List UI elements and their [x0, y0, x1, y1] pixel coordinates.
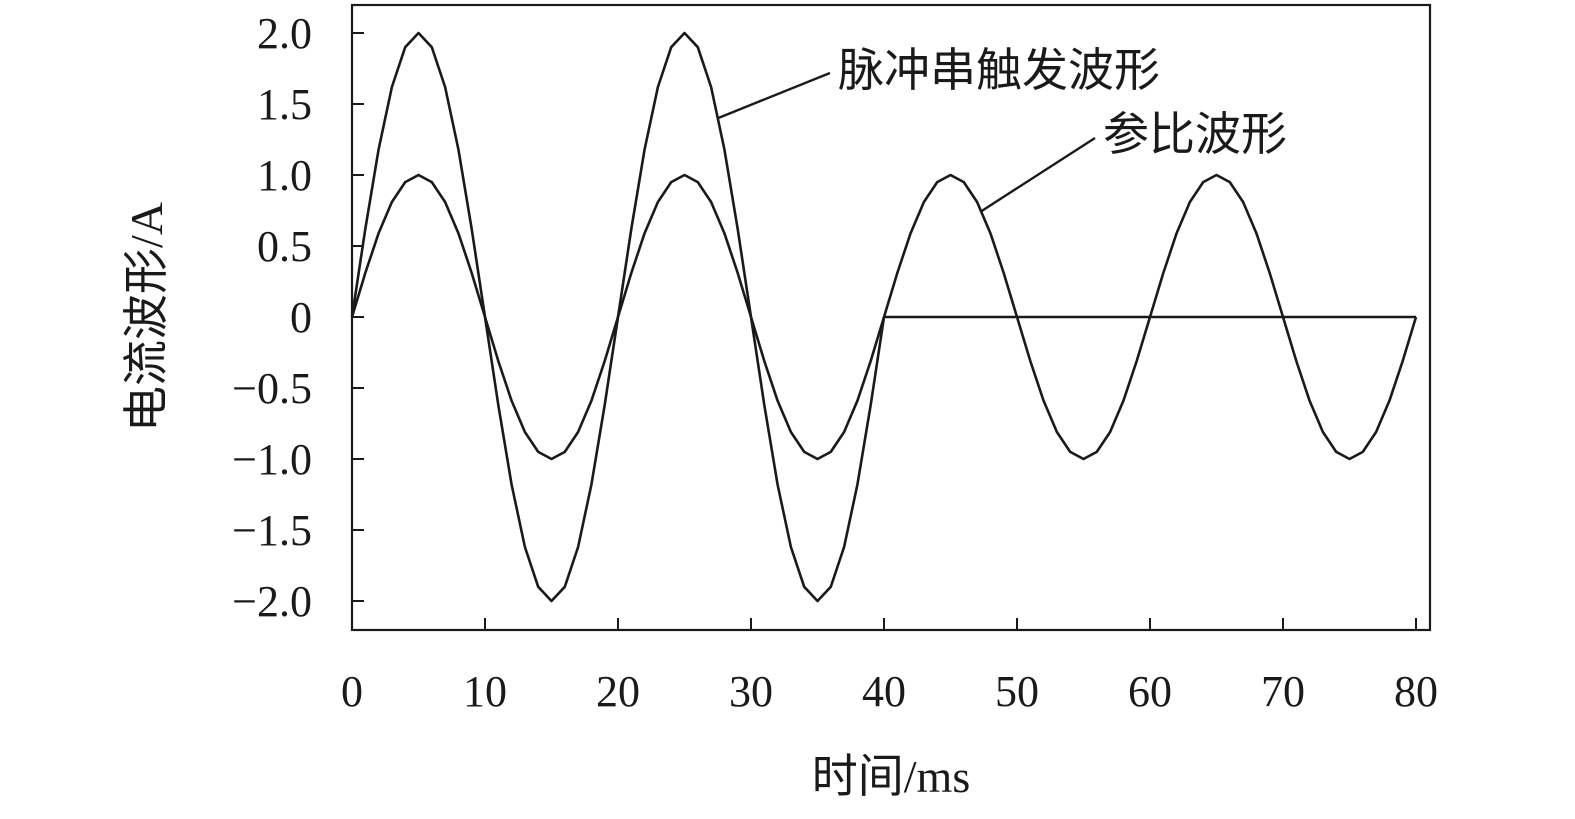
y-tick-label: −2.0: [232, 577, 312, 626]
series-layer: [350, 31, 1418, 603]
x-tick-label: 70: [1261, 667, 1305, 716]
x-tick-label: 30: [729, 667, 773, 716]
y-tick-label: 1.0: [257, 151, 312, 200]
x-tick-label: 10: [463, 667, 507, 716]
x-tick-label: 20: [596, 667, 640, 716]
y-tick-label: 0: [290, 293, 312, 342]
annotation-leader-line: [717, 71, 831, 120]
y-tick-label: −0.5: [232, 364, 312, 413]
annotation-leader-line: [980, 136, 1096, 213]
series-line-1: [350, 173, 1418, 461]
x-tick-label: 50: [995, 667, 1039, 716]
x-tick-label: 80: [1394, 667, 1438, 716]
x-tick-label: 60: [1128, 667, 1172, 716]
x-axis-label: 时间/ms: [812, 751, 970, 802]
y-tick-label: −1.0: [232, 435, 312, 484]
x-axis-ticks: 0 10 20 30 40 50 60 70 80: [341, 618, 1438, 716]
y-tick-label: 2.0: [257, 9, 312, 58]
annotation-label: 参比波形: [1103, 109, 1287, 160]
x-tick-label: 0: [341, 667, 363, 716]
x-tick-label: 40: [862, 667, 906, 716]
y-tick-label: 1.5: [257, 80, 312, 129]
y-axis-label: 电流波形/A: [121, 202, 172, 432]
y-tick-label: −1.5: [232, 506, 312, 555]
y-tick-label: 0.5: [257, 222, 312, 271]
annotation-label: 脉冲串触发波形: [838, 45, 1160, 96]
y-axis-ticks: 2.0 1.5 1.0 0.5 0 −0.5 −1.0 −1.5 −2.0: [232, 9, 364, 626]
